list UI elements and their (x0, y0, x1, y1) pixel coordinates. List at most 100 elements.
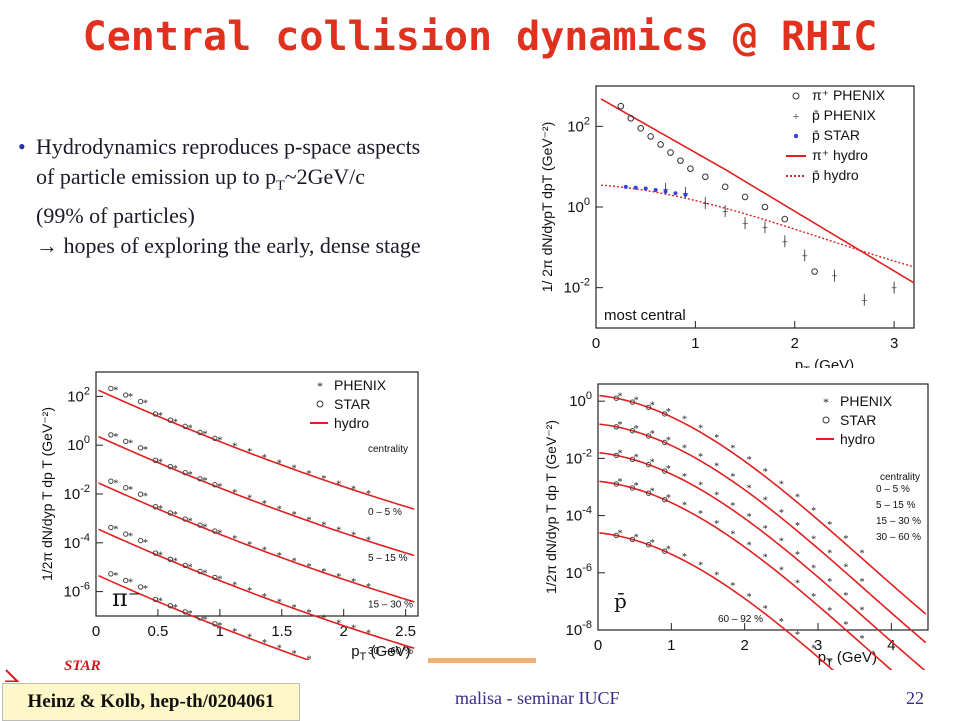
phenix-point: * (351, 484, 356, 495)
legend-label: p̄ PHENIX (812, 107, 876, 123)
particle-label: p̄ (614, 589, 627, 613)
phenix-point: * (336, 618, 341, 629)
centrality-label: 30 – 60 % (876, 532, 921, 543)
phenix-point: * (795, 630, 800, 641)
centrality-label: 15 – 30 % (876, 516, 921, 527)
phenix-point: * (682, 501, 687, 512)
phenix-point: * (860, 577, 865, 588)
phenix-point: * (843, 591, 848, 602)
y-tick-label: 10-2 (564, 277, 590, 297)
x-tick-label: 2 (791, 335, 799, 352)
phenix-point: * (158, 458, 163, 469)
phenix-point: * (650, 401, 655, 412)
y-tick-label: 10-2 (64, 483, 90, 503)
bullet-line-3: (99% of particles) (14, 201, 524, 231)
phenix-point: * (366, 582, 371, 593)
phenix-point: * (843, 563, 848, 574)
phenix-point: * (113, 432, 118, 443)
phenix-point: * (650, 429, 655, 440)
phenix-point: * (188, 424, 193, 435)
phenix-point: * (307, 562, 312, 573)
phenix-point: * (730, 472, 735, 483)
phenix-point: * (843, 534, 848, 545)
legend-label: PHENIX (840, 393, 893, 409)
phenix-point: * (143, 491, 148, 502)
centrality-label: 15 – 30 % (368, 600, 413, 611)
y-axis-label: 1/2π dN/dyp T dp T (GeV⁻²) (39, 407, 55, 581)
phenix-point: * (202, 615, 207, 626)
phenix-point: * (650, 486, 655, 497)
phenix-point: * (682, 472, 687, 483)
phenix-point: * (217, 621, 222, 632)
phenix-point: * (779, 537, 784, 548)
phenix-point: * (173, 557, 178, 568)
phenix-point: * (143, 445, 148, 456)
phenix-point: * (795, 578, 800, 589)
phenix-point: * (779, 508, 784, 519)
phenix-point: * (277, 551, 282, 562)
phenix-point: * (247, 494, 252, 505)
phenix-point: * (763, 467, 768, 478)
legend-marker (823, 417, 829, 423)
phenix-point: * (747, 455, 752, 466)
centrality-label: 5 – 15 % (368, 553, 408, 564)
y-tick-label: 100 (567, 196, 590, 216)
phenix-point: * (113, 386, 118, 397)
phenix-point: * (247, 540, 252, 551)
phenix-point: * (113, 478, 118, 489)
phenix-point: * (277, 458, 282, 469)
pbar-phenix-point: + (702, 198, 708, 210)
phenix-point: * (763, 496, 768, 507)
phenix-point: * (321, 474, 326, 485)
pion-phenix-point (678, 158, 684, 164)
phenix-point: * (262, 499, 267, 510)
phenix-point: * (634, 481, 639, 492)
phenix-point: * (232, 581, 237, 592)
pbar-star-point (624, 185, 628, 189)
pion-phenix-point (722, 184, 728, 190)
legend-marker: * (317, 379, 323, 393)
phenix-point: * (292, 556, 297, 567)
phenix-point: * (292, 510, 297, 521)
phenix-point: * (827, 520, 832, 531)
phenix-point: * (779, 565, 784, 576)
x-tick-label: 0 (92, 623, 100, 640)
y-axis-label: 1/2π dN/dyp T dp T (GeV⁻²) (543, 420, 559, 594)
phenix-point: * (666, 493, 671, 504)
star-logo: ⦣ STAR (0, 656, 130, 686)
phenix-point: * (202, 522, 207, 533)
phenix-point: * (307, 515, 312, 526)
phenix-point: * (292, 649, 297, 660)
centrality-label: 0 – 5 % (368, 507, 402, 518)
legend-label: hydro (840, 431, 875, 447)
y-tick-label: 102 (67, 385, 90, 405)
pbar-star-point (683, 193, 687, 197)
legend-marker (793, 93, 799, 99)
phenix-point: * (811, 506, 816, 517)
x-tick-label: 2.5 (395, 623, 416, 640)
phenix-point: * (262, 638, 267, 649)
bullet-line-2: of particle emission up to pT~2GeV/c (14, 162, 524, 201)
phenix-point: * (262, 453, 267, 464)
phenix-point: * (292, 464, 297, 475)
pbar-star-point (644, 186, 648, 190)
centrality-label: 5 – 15 % (876, 500, 916, 511)
bullet-icon: • (18, 132, 26, 162)
phenix-point: * (650, 538, 655, 549)
phenix-point: * (666, 436, 671, 447)
phenix-point: * (321, 567, 326, 578)
x-tick-label: 2 (740, 637, 748, 654)
phenix-point: * (188, 563, 193, 574)
phenix-point: * (336, 526, 341, 537)
phenix-point: * (860, 634, 865, 645)
pbar-phenix-point: + (802, 250, 808, 262)
phenix-point: * (730, 529, 735, 540)
phenix-point: * (682, 552, 687, 563)
phenix-point: * (351, 531, 356, 542)
phenix-point: * (292, 603, 297, 614)
x-tick-label: 0 (594, 637, 602, 654)
phenix-point: * (202, 430, 207, 441)
x-tick-label: 1.5 (271, 623, 292, 640)
y-tick-label: 10-6 (566, 562, 592, 582)
